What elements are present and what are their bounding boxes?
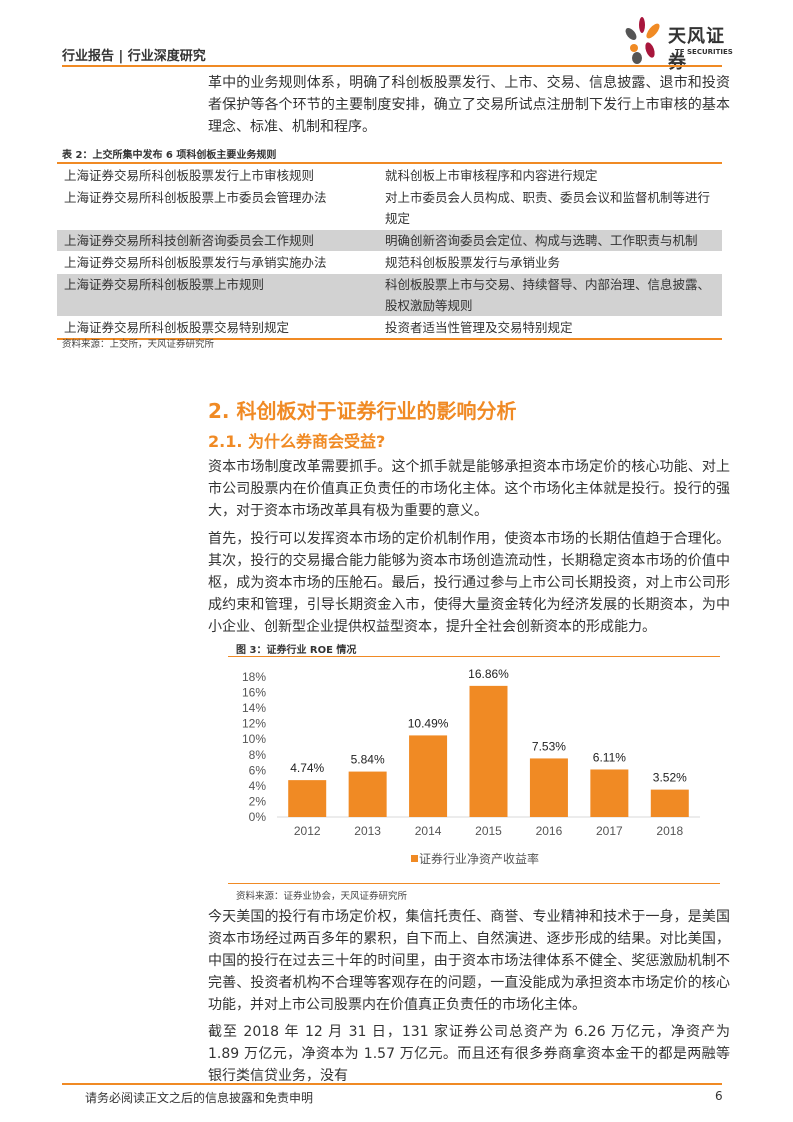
x-tick-label: 2015 xyxy=(475,824,502,838)
x-tick-label: 2016 xyxy=(536,824,563,838)
y-tick-label: 12% xyxy=(242,717,266,731)
x-tick-label: 2017 xyxy=(596,824,623,838)
paragraph: 首先，投行可以发挥资本市场的定价机制作用，使资本市场的长期估值趋于合理化。其次，… xyxy=(208,531,730,635)
table-row: 上海证券交易所科创板股票发行与承销实施办法 规范科创板股票发行与承销业务 xyxy=(57,251,722,273)
bar xyxy=(469,685,508,817)
y-tick-label: 6% xyxy=(249,763,267,777)
figure-source: 资料来源：证券业协会，天风证券研究所 xyxy=(236,891,408,902)
table-source: 资料来源：上交所，天风证券研究所 xyxy=(62,339,215,350)
legend-label: 证券行业净资产收益率 xyxy=(419,851,539,866)
rules-table: 上海证券交易所科创板股票发行上市审核规则 就科创板上市审核程序和内容进行规定 上海证… xyxy=(57,162,722,340)
figure-divider xyxy=(228,656,720,657)
table-row: 上海证券交易所科技创新咨询委员会工作规则 明确创新咨询委员会定位、构成与选聘、工作… xyxy=(57,229,722,251)
data-label: 4.74% xyxy=(290,761,324,775)
table-row: 上海证券交易所科创板股票发行上市审核规则 就科创板上市审核程序和内容进行规定 xyxy=(57,164,722,186)
legend-swatch xyxy=(411,855,418,862)
rule-name: 上海证券交易所科创板股票发行与承销实施办法 xyxy=(64,255,327,270)
y-tick-label: 16% xyxy=(242,686,266,700)
data-label: 6.11% xyxy=(593,750,626,764)
table-row: 上海证券交易所科创板股票交易特别规定 投资者适当性管理及交易特别规定 xyxy=(57,316,722,338)
x-tick-label: 2014 xyxy=(415,824,442,838)
data-label: 16.86% xyxy=(468,667,509,681)
y-tick-label: 18% xyxy=(242,670,266,684)
paragraph: 资本市场制度改革需要抓手。这个抓手就是能够承担资本市场定价的核心功能、对上市公司… xyxy=(208,459,730,519)
bar xyxy=(529,758,568,817)
bar xyxy=(409,735,448,817)
header-divider xyxy=(62,65,722,67)
rule-description: 规范科创板股票发行与承销业务 xyxy=(385,255,561,270)
rule-name: 上海证券交易所科创板股票交易特别规定 xyxy=(64,320,290,335)
figure-divider xyxy=(228,883,720,884)
bar xyxy=(348,771,387,817)
footer-disclaimer: 请务必阅读正文之后的信息披露和免责申明 xyxy=(85,1091,314,1105)
bar xyxy=(650,789,689,817)
rule-name: 上海证券交易所科创板股票上市委员会管理办法 xyxy=(64,190,327,205)
report-type-header: 行业报告 | 行业深度研究 xyxy=(62,49,206,64)
data-label: 3.52% xyxy=(653,771,687,785)
y-tick-label: 2% xyxy=(249,794,267,808)
data-label: 10.49% xyxy=(408,716,449,730)
logo-petals-icon xyxy=(625,17,660,64)
rule-description: 投资者适当性管理及交易特别规定 xyxy=(385,320,573,335)
rule-description: 科创板股票上市与交易、持续督导、内部治理、信息披露、股权激励等规则 xyxy=(385,277,711,313)
rule-description: 就科创板上市审核程序和内容进行规定 xyxy=(385,168,598,183)
logo-text-en: TF SECURITIES xyxy=(675,48,733,56)
tf-securities-logo: 天风证券 TF SECURITIES xyxy=(620,16,735,73)
bar xyxy=(288,780,327,817)
data-label: 7.53% xyxy=(532,739,566,753)
section-heading: 2. 科创板对于证券行业的影响分析 xyxy=(208,399,517,423)
data-label: 5.84% xyxy=(351,753,385,767)
x-tick-label: 2018 xyxy=(656,824,683,838)
x-tick-label: 2012 xyxy=(294,824,321,838)
paragraph: 截至 2018 年 12 月 31 日，131 家证券公司总资产为 6.26 万… xyxy=(208,1024,730,1084)
rule-name: 上海证券交易所科创板股票发行上市审核规则 xyxy=(64,168,315,183)
roe-bar-chart: 0% 2%4% 6%8% 10%12% 14%16% 18% 4.74% 2012 5.84% 2… xyxy=(242,667,700,866)
intro-paragraph: 革中的业务规则体系，明确了科创板股票发行、上市、交易、信息披露、退市和投资者保护… xyxy=(208,75,730,135)
table-row: 上海证券交易所科创板股票上市规则 科创板股票上市与交易、持续督导、内部治理、信息披… xyxy=(57,273,722,316)
figure-caption: 图 3：证券行业 ROE 情况 xyxy=(236,645,357,656)
rule-description: 对上市委员会人员构成、职责、委员会议和监督机制等进行规定 xyxy=(385,190,711,226)
bar xyxy=(590,769,629,817)
subsection-heading: 2.1. 为什么券商会受益? xyxy=(208,432,386,451)
y-tick-label: 0% xyxy=(249,810,267,824)
rule-name: 上海证券交易所科技创新咨询委员会工作规则 xyxy=(64,233,315,248)
logo-text: 天风证券 xyxy=(668,26,725,73)
paragraph: 今天美国的投行有市场定价权，集信托责任、商誉、专业精神和技术于一身，是美国资本市… xyxy=(208,909,730,1013)
rule-name: 上海证券交易所科创板股票上市规则 xyxy=(64,277,265,292)
y-tick-label: 4% xyxy=(249,779,267,793)
table-caption: 表 2：上交所集中发布 6 项科创板主要业务规则 xyxy=(62,150,277,161)
table-row: 上海证券交易所科创板股票上市委员会管理办法 对上市委员会人员构成、职责、委员会议和… xyxy=(57,186,722,229)
rule-description: 明确创新咨询委员会定位、构成与选聘、工作职责与机制 xyxy=(385,233,698,248)
page-number: 6 xyxy=(715,1089,723,1103)
y-tick-label: 14% xyxy=(242,701,266,715)
y-tick-label: 8% xyxy=(249,748,267,762)
y-tick-label: 10% xyxy=(242,732,266,746)
footer-divider xyxy=(62,1083,722,1085)
x-tick-label: 2013 xyxy=(354,824,381,838)
